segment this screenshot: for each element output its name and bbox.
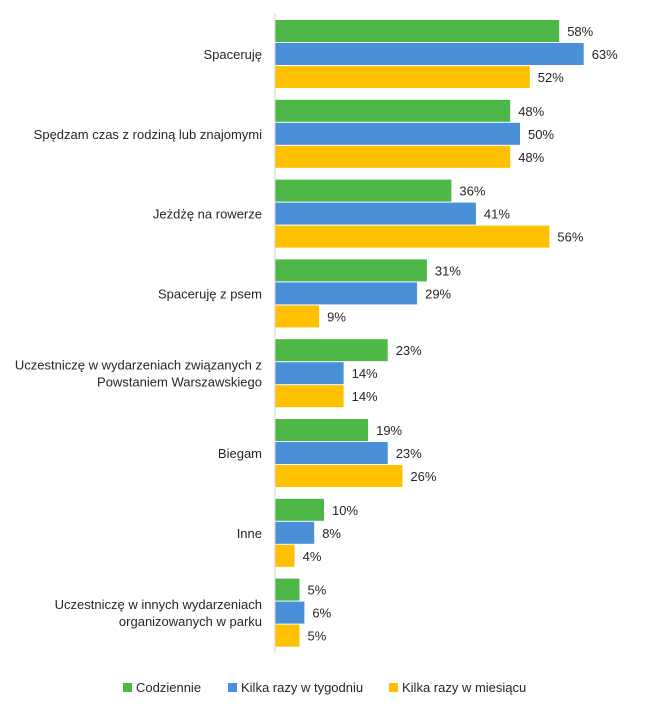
legend-label: Codziennie [136, 680, 201, 695]
category-labels: Spaceruję Spędzam czas z rodziną lub znaj… [15, 47, 262, 629]
bar [275, 43, 584, 65]
data-label: 36% [459, 184, 485, 199]
bar [275, 544, 295, 567]
data-label: 6% [312, 606, 331, 621]
bar [275, 259, 427, 282]
bar [275, 179, 452, 202]
bar [275, 66, 530, 88]
bars-layer: 58% 63% 52% 48% 50% 48% 36% 41% 56% 31% 29% 9% 23% 14… [275, 20, 618, 647]
bar [275, 145, 511, 168]
data-label: 19% [376, 423, 402, 438]
bar [275, 601, 305, 624]
data-label: 48% [518, 104, 544, 119]
data-label: 14% [352, 366, 378, 381]
data-label: 52% [538, 70, 564, 85]
data-label: 29% [425, 286, 451, 301]
data-label: 9% [327, 309, 346, 324]
legend-label: Kilka razy w miesiącu [402, 680, 526, 695]
bar [275, 442, 388, 464]
data-label: 8% [322, 526, 341, 541]
legend: Codziennie Kilka razy w tygodniu Kilka raz… [123, 680, 526, 695]
data-label: 23% [396, 446, 422, 461]
bar [275, 282, 418, 305]
data-label: 63% [592, 47, 618, 62]
bar [275, 99, 511, 122]
bar [275, 362, 344, 385]
data-label: 48% [518, 150, 544, 165]
category-label: Inne [237, 526, 262, 541]
data-label: 23% [396, 343, 422, 358]
data-label: 5% [308, 629, 327, 644]
bar [275, 624, 300, 647]
data-label: 5% [308, 583, 327, 598]
bar [275, 305, 320, 328]
bar [275, 225, 550, 248]
category-label: Uczestniczę w innych wydarzeniach [55, 597, 262, 612]
data-label: 56% [557, 230, 583, 245]
category-label: Spaceruję z psem [158, 286, 262, 301]
bar [275, 578, 300, 601]
category-label: Jeżdżę na rowerze [153, 207, 262, 222]
bar [275, 465, 403, 487]
data-label: 26% [410, 469, 436, 484]
category-label: organizowanych w parku [119, 614, 262, 629]
bar [275, 385, 344, 408]
data-label: 10% [332, 503, 358, 518]
legend-swatch [389, 683, 398, 692]
data-label: 50% [528, 127, 554, 142]
bar [275, 498, 324, 521]
legend-swatch [228, 683, 237, 692]
bar [275, 202, 476, 225]
data-label: 58% [567, 24, 593, 39]
legend-label: Kilka razy w tygodniu [241, 680, 363, 695]
bar [275, 122, 520, 145]
bar [275, 521, 315, 544]
category-label: Powstaniem Warszawskiego [97, 375, 262, 390]
category-label: Spaceruję [203, 47, 262, 62]
data-label: 4% [303, 549, 322, 564]
category-label: Biegam [218, 446, 262, 461]
bar [275, 419, 369, 441]
data-label: 31% [435, 263, 461, 278]
data-label: 41% [484, 207, 510, 222]
bar [275, 20, 560, 42]
data-label: 14% [352, 389, 378, 404]
category-label: Uczestniczę w wydarzeniach związanych z [15, 358, 262, 373]
legend-swatch [123, 683, 132, 692]
bar [275, 339, 388, 362]
category-label: Spędzam czas z rodziną lub znajomymi [34, 127, 262, 142]
